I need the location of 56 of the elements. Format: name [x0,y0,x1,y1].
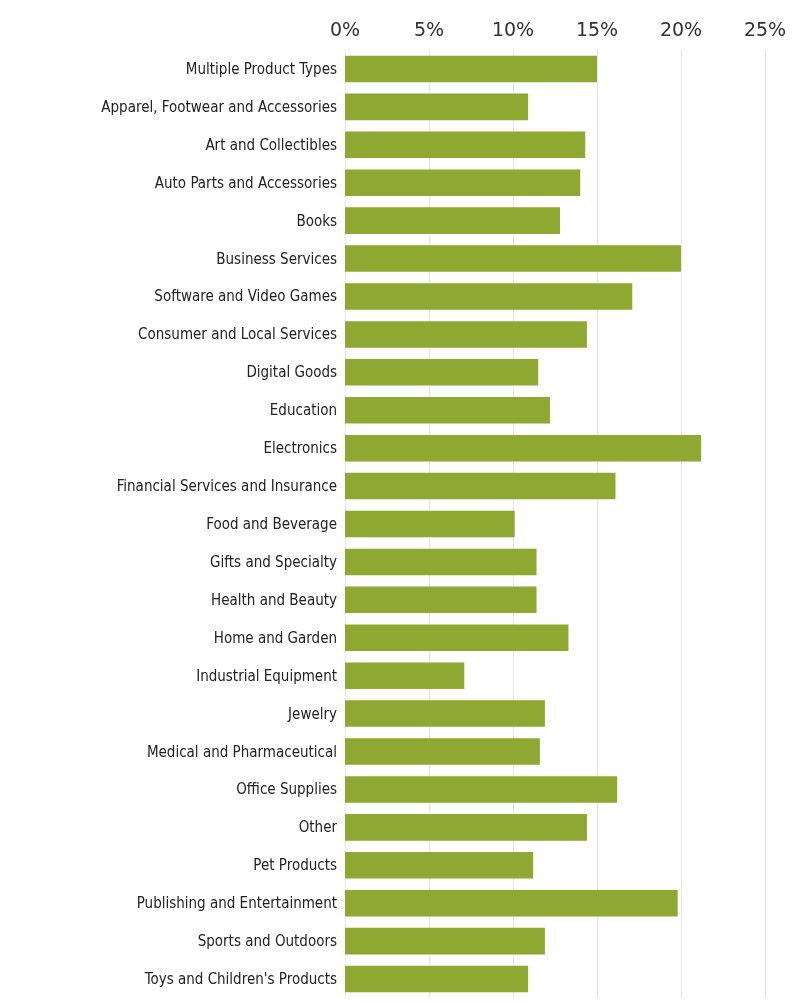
bar [345,624,569,652]
bar [345,700,545,727]
y-tick-label: Books [296,211,337,230]
y-tick-label: Industrial Equipment [196,666,337,685]
y-tick-label: Multiple Product Types [185,59,337,78]
y-tick-label: Toys and Children's Products [143,970,337,989]
bar [345,814,587,841]
y-tick-label: Medical and Pharmaceutical [146,742,337,761]
bar [345,321,587,348]
x-tick-label: 20% [659,17,703,40]
bar [345,662,465,689]
y-tick-label: Auto Parts and Accessories [154,173,337,192]
bar [345,510,515,538]
bar [345,396,550,424]
bar [345,283,633,310]
bar [345,93,529,121]
bar [345,927,545,955]
bar [345,55,597,83]
bar [345,434,702,462]
bar [345,472,616,500]
y-tick-label: Other [298,818,338,837]
y-tick-label: Art and Collectibles [205,135,337,154]
y-tick-label: Sports and Outdoors [197,932,337,951]
y-tick-label: Jewelry [287,704,338,723]
bar [345,776,618,803]
y-tick-label: Digital Goods [246,363,337,382]
bar [345,207,561,234]
y-tick-label: Financial Services and Insurance [116,477,337,496]
y-tick-label: Pet Products [253,856,337,875]
x-tick-label: 15% [575,17,619,40]
y-tick-label: Food and Beverage [206,515,337,533]
x-tick-label: 0% [329,17,361,40]
bar [345,131,586,159]
y-tick-label: Home and Garden [213,628,337,647]
x-tick-label: 25% [743,17,787,40]
bar [345,359,539,386]
bar [345,586,537,614]
bar [345,169,581,196]
x-tick-label: 5% [413,17,445,40]
y-tick-label: Apparel, Footwear and Accessories [101,97,337,116]
bar [345,889,678,917]
y-tick-label: Publishing and Entertainment [136,894,337,913]
y-tick-label: Education [269,401,337,420]
bar [345,852,534,879]
bar [345,738,540,765]
y-tick-label: Gifts and Specialty [210,552,337,571]
bar [345,965,529,993]
y-tick-label: Office Supplies [236,780,337,799]
y-tick-label: Consumer and Local Services [138,325,337,344]
y-tick-label: Electronics [263,439,337,458]
bar [345,548,537,576]
y-tick-label: Software and Video Games [154,287,337,306]
y-tick-label: Health and Beauty [211,590,337,609]
x-tick-label: 10% [491,17,535,40]
y-tick-label: Business Services [216,249,337,268]
bar [345,245,681,272]
